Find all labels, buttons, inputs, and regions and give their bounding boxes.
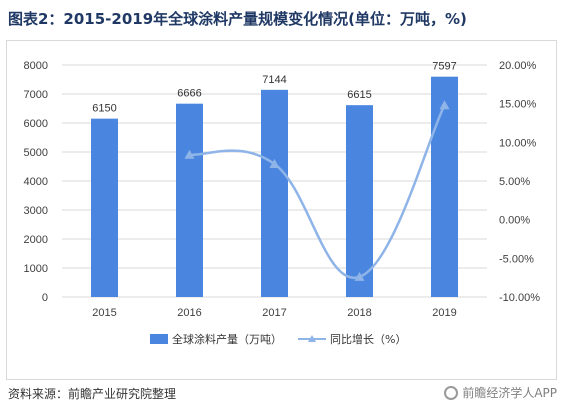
source-note: 资料来源：前瞻产业研究院整理 <box>8 387 177 401</box>
left-tick-label: 8000 <box>24 60 48 72</box>
bars <box>91 76 458 298</box>
x-tick-label: 2018 <box>347 307 371 319</box>
left-axis: 0 1000 2000 3000 4000 5000 6000 7000 8000 <box>24 60 48 304</box>
growth-point <box>439 100 450 110</box>
x-tick-label: 2019 <box>432 307 456 319</box>
growth-line <box>184 100 450 281</box>
right-tick-label: 20.00% <box>499 60 537 72</box>
x-tick-label: 2017 <box>262 307 286 319</box>
chart-title: 图表2：2015-2019年全球涂料产量规模变化情况(单位：万吨，%) <box>8 10 467 28</box>
legend-bar-label: 全球涂料产量（万吨） <box>172 332 282 346</box>
x-tick-label: 2015 <box>92 307 116 319</box>
watermark-logo-icon <box>444 385 459 400</box>
chart-frame <box>6 40 557 380</box>
bar-value-label: 7144 <box>262 74 286 86</box>
right-tick-label: 0.00% <box>499 215 530 227</box>
left-tick-label: 7000 <box>24 89 48 101</box>
legend-line-marker <box>308 335 316 342</box>
left-tick-label: 2000 <box>24 234 48 246</box>
watermark-text: 前瞻经济学人APP <box>462 386 557 400</box>
bar-value-label: 7597 <box>432 61 456 73</box>
bar <box>431 76 458 297</box>
x-axis: 2015 2016 2017 2018 2019 <box>92 307 456 319</box>
growth-line-path <box>189 104 446 280</box>
right-axis: -10.00% -5.00% 0.00% 5.00% 10.00% 15.00% 20.00… <box>499 60 540 304</box>
left-tick-label: 6000 <box>24 118 48 130</box>
growth-point <box>184 149 195 159</box>
legend: 全球涂料产量（万吨） 同比增长（%） <box>150 332 406 346</box>
watermark: 前瞻经济学人APP <box>444 384 557 401</box>
bar-value-label: 6150 <box>92 103 116 115</box>
bar <box>346 105 373 297</box>
growth-point <box>354 271 365 281</box>
bar <box>261 89 288 297</box>
bar-value-label: 6615 <box>347 89 371 101</box>
left-tick-label: 4000 <box>24 176 48 188</box>
right-tick-label: 15.00% <box>499 99 537 111</box>
x-tick-label: 2016 <box>177 307 201 319</box>
growth-point <box>269 158 280 168</box>
left-tick-label: 1000 <box>24 263 48 275</box>
right-tick-label: 10.00% <box>499 137 537 149</box>
legend-bar-swatch <box>150 334 168 344</box>
right-tick-label: -5.00% <box>499 253 534 265</box>
left-tick-label: 3000 <box>24 205 48 217</box>
bar <box>176 103 203 297</box>
legend-line-label: 同比增长（%） <box>330 332 406 346</box>
right-tick-label: -10.00% <box>499 292 540 304</box>
bar-labels: 6150 6666 7144 6615 7597 <box>92 61 456 115</box>
left-tick-label: 0 <box>42 292 48 304</box>
bar <box>91 118 118 298</box>
left-tick-label: 5000 <box>24 147 48 159</box>
bar-value-label: 6666 <box>177 88 201 100</box>
right-tick-label: 5.00% <box>499 176 530 188</box>
